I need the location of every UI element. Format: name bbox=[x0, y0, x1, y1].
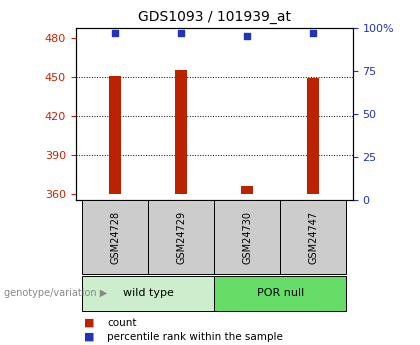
Bar bbox=[109, 76, 121, 194]
Point bbox=[244, 33, 251, 39]
Text: ■: ■ bbox=[84, 318, 94, 327]
Bar bbox=[214, 200, 280, 274]
Point bbox=[310, 30, 317, 36]
Point bbox=[112, 30, 118, 36]
Bar bbox=[307, 78, 319, 194]
Text: GSM24728: GSM24728 bbox=[110, 211, 120, 264]
Bar bbox=[280, 200, 346, 274]
Bar bbox=[175, 70, 187, 194]
Text: GSM24730: GSM24730 bbox=[242, 211, 252, 264]
Bar bbox=[214, 276, 346, 310]
Bar bbox=[241, 186, 253, 194]
Text: wild type: wild type bbox=[123, 288, 173, 298]
Title: GDS1093 / 101939_at: GDS1093 / 101939_at bbox=[138, 10, 291, 24]
Text: GSM24747: GSM24747 bbox=[308, 211, 318, 264]
Bar bbox=[148, 200, 214, 274]
Text: POR null: POR null bbox=[257, 288, 304, 298]
Bar bbox=[82, 200, 148, 274]
Text: count: count bbox=[107, 318, 136, 327]
Text: percentile rank within the sample: percentile rank within the sample bbox=[107, 332, 283, 342]
Text: genotype/variation ▶: genotype/variation ▶ bbox=[4, 288, 108, 298]
Point bbox=[178, 30, 184, 36]
Text: ■: ■ bbox=[84, 332, 94, 342]
Bar bbox=[82, 276, 214, 310]
Text: GSM24729: GSM24729 bbox=[176, 211, 186, 264]
